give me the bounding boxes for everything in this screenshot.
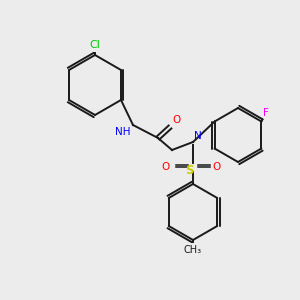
Text: O: O [212,162,220,172]
Text: N: N [194,131,202,141]
Text: S: S [185,164,194,177]
Text: O: O [172,115,180,125]
Text: Cl: Cl [90,40,101,50]
Text: F: F [263,107,269,118]
Text: NH: NH [116,127,131,137]
Text: O: O [162,162,170,172]
Text: CH₃: CH₃ [184,245,202,255]
